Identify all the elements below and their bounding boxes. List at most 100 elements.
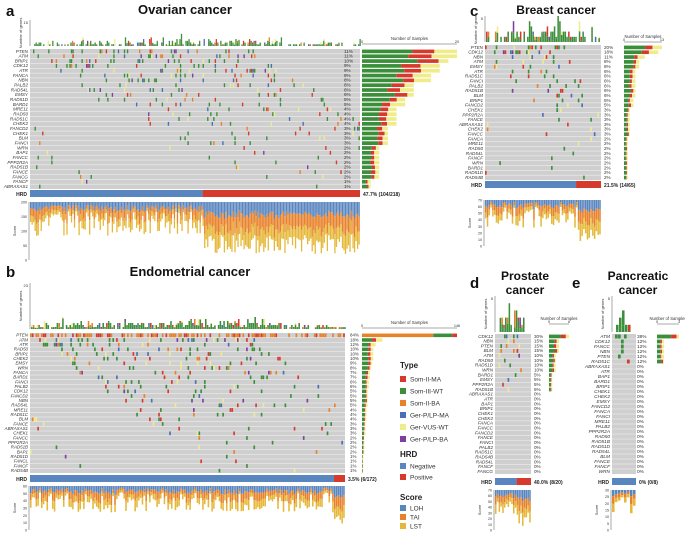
mutation-cell — [55, 59, 58, 63]
score-lst-bar — [88, 496, 91, 503]
top-bar-segment — [204, 319, 207, 329]
sample-count-bar — [632, 93, 636, 98]
gene-percent: 1% — [350, 468, 356, 473]
score-loh-bar — [335, 202, 338, 214]
score-tai-bar — [134, 492, 136, 501]
score-tai-bar — [261, 214, 263, 228]
score-loh-bar — [264, 202, 266, 218]
score-lst-bar — [60, 212, 62, 218]
top-bar-segment — [114, 39, 116, 46]
score-loh-bar — [280, 486, 283, 491]
mutation-cell — [89, 59, 91, 63]
gene-label: FANCD2 — [591, 404, 610, 410]
score-lst-bar — [337, 226, 339, 240]
top-bar-segment — [40, 44, 42, 46]
score-loh-bar — [201, 202, 203, 206]
score-loh-bar — [254, 202, 256, 211]
top-bar-segment — [320, 42, 322, 45]
top-axis-label: Number of genes — [473, 14, 478, 45]
gene-label: WRN — [17, 365, 28, 370]
top-bar-segment — [141, 42, 143, 46]
score-lst-bar — [244, 232, 247, 246]
top-bar-segment — [247, 319, 249, 329]
score-tai-bar — [218, 490, 221, 497]
mutation-cell — [268, 352, 270, 356]
gene-label: EMSY — [480, 377, 494, 382]
score-tai-bar — [254, 210, 256, 223]
legend-hrd-label: Positive — [410, 475, 433, 482]
score-tai-bar — [169, 211, 171, 221]
score-tai-bar — [314, 217, 316, 234]
score-lst-bar — [257, 501, 259, 508]
sample-count-bar — [624, 132, 628, 137]
score-lst-bar — [132, 208, 135, 213]
score-loh-bar — [61, 486, 63, 489]
score-tai-bar — [99, 493, 102, 504]
score-lst-bar — [152, 212, 154, 219]
score-lst-bar — [321, 499, 323, 508]
top-bar-segment — [173, 328, 176, 329]
top-bar-segment — [523, 317, 525, 329]
score-lst-bar — [501, 214, 503, 221]
score-tick: 25 — [605, 495, 609, 499]
score-loh-bar — [518, 200, 521, 206]
mutation-cell — [180, 333, 182, 338]
score-loh-bar — [282, 486, 285, 494]
mutation-cell — [273, 78, 276, 83]
score-lst-bar — [218, 496, 221, 502]
mutation-cell — [203, 342, 206, 347]
mutation-cell — [79, 73, 82, 78]
score-loh-bar — [142, 202, 144, 207]
gene-percent: 0% — [637, 424, 645, 430]
top-bar-segment — [354, 44, 357, 45]
mutation-cell — [158, 417, 160, 422]
score-tai-bar — [588, 212, 591, 226]
gene-label: CHEK1 — [13, 431, 28, 436]
gene-percent: 6% — [604, 83, 611, 88]
mutation-cell — [123, 54, 126, 59]
sample-count-bar — [556, 339, 559, 344]
score-lst-bar — [329, 226, 332, 240]
top-bar-segment — [503, 36, 506, 38]
score-tai-bar — [86, 205, 88, 209]
mutation-cell — [145, 361, 148, 366]
score-loh-bar — [110, 486, 113, 495]
top-bar-segment — [625, 324, 628, 332]
mutation-cell — [161, 370, 164, 375]
score-loh-bar — [160, 486, 162, 490]
score-loh-bar — [344, 202, 347, 217]
gene-label: BRIP1 — [15, 351, 28, 356]
mutation-cell — [352, 131, 354, 136]
gene-percent: 2% — [344, 145, 351, 150]
top-bar-segment — [235, 43, 237, 46]
score-lst-bar — [108, 216, 111, 223]
mutation-cell — [527, 45, 530, 50]
score-tai-bar — [355, 214, 357, 227]
panel-title: Prostate — [501, 269, 549, 283]
score-loh-bar — [97, 486, 100, 494]
score-loh-bar — [495, 200, 498, 208]
score-tai-bar — [271, 490, 274, 496]
score-tick: 20 — [478, 231, 482, 235]
sample-count-bar — [367, 375, 370, 380]
sample-count-bar — [626, 122, 629, 127]
score-loh-bar — [243, 202, 245, 218]
sample-count-bar — [632, 74, 636, 79]
top-bar-segment — [186, 325, 189, 328]
score-tai-bar — [34, 209, 36, 221]
top-bar-segment — [259, 326, 262, 329]
score-tai-bar — [507, 495, 510, 501]
score-lst-bar — [572, 208, 574, 214]
mutation-cell — [260, 375, 263, 380]
mutation-cell — [549, 50, 551, 55]
mutation-cell — [198, 436, 201, 440]
sample-count-bar — [627, 117, 630, 122]
sample-count-bar — [629, 93, 633, 98]
gene-label: RAD51B — [475, 387, 493, 392]
mutation-cell — [158, 412, 160, 417]
score-loh-bar — [125, 202, 127, 211]
score-lst-bar — [232, 221, 235, 236]
top-bar-segment — [234, 321, 236, 323]
score-tai-bar — [69, 205, 71, 210]
top-bar-segment — [71, 40, 74, 46]
